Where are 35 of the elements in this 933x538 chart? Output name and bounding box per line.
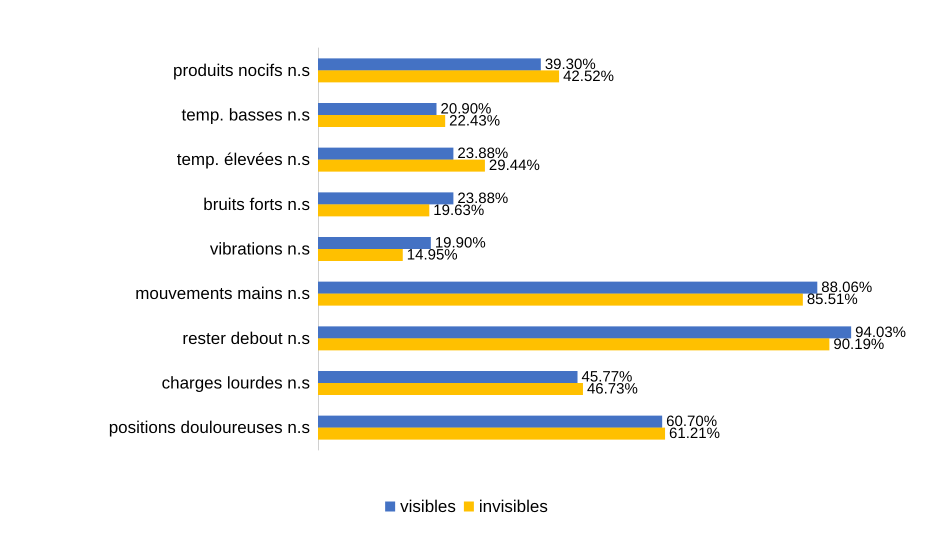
y-tick-label: mouvements mains n.s: [135, 284, 310, 304]
y-tick-label: produits nocifs n.s: [172, 60, 310, 80]
bar: [318, 326, 852, 338]
bar: [318, 282, 818, 294]
bar: [318, 428, 666, 440]
bar: [318, 416, 662, 428]
data-label: 46.73%: [586, 380, 638, 398]
bar: [318, 160, 485, 172]
bar: [318, 58, 541, 70]
y-tick-label: vibrations n.s: [210, 240, 310, 258]
legend-label: invisibles: [478, 497, 548, 516]
bar: [318, 237, 431, 249]
data-label: 22.43%: [449, 112, 500, 130]
legend-label: visibles: [400, 497, 456, 516]
data-label: 90.19%: [833, 336, 884, 353]
data-label: 14.95%: [406, 246, 458, 264]
bar: [318, 103, 437, 115]
y-tick-label: temp. basses n.s: [181, 106, 310, 124]
y-tick-label: temp. élevées n.s: [176, 150, 310, 170]
y-tick-label: positions douloureuses n.s: [108, 418, 310, 438]
bar: [318, 192, 454, 204]
data-label: 42.52%: [563, 68, 614, 85]
bar: [318, 249, 403, 261]
bar: [318, 371, 578, 383]
bar: [318, 115, 446, 127]
data-label: 19.63%: [433, 202, 484, 219]
y-tick-label: bruits forts n.s: [203, 194, 310, 214]
bar: [318, 148, 454, 160]
bar: [318, 70, 560, 82]
bar: [318, 338, 830, 350]
bar: [318, 294, 803, 306]
y-tick-label: charges lourdes n.s: [162, 374, 310, 392]
bar: [318, 383, 583, 395]
bar: [318, 204, 430, 216]
y-tick-label: rester debout n.s: [182, 328, 310, 348]
